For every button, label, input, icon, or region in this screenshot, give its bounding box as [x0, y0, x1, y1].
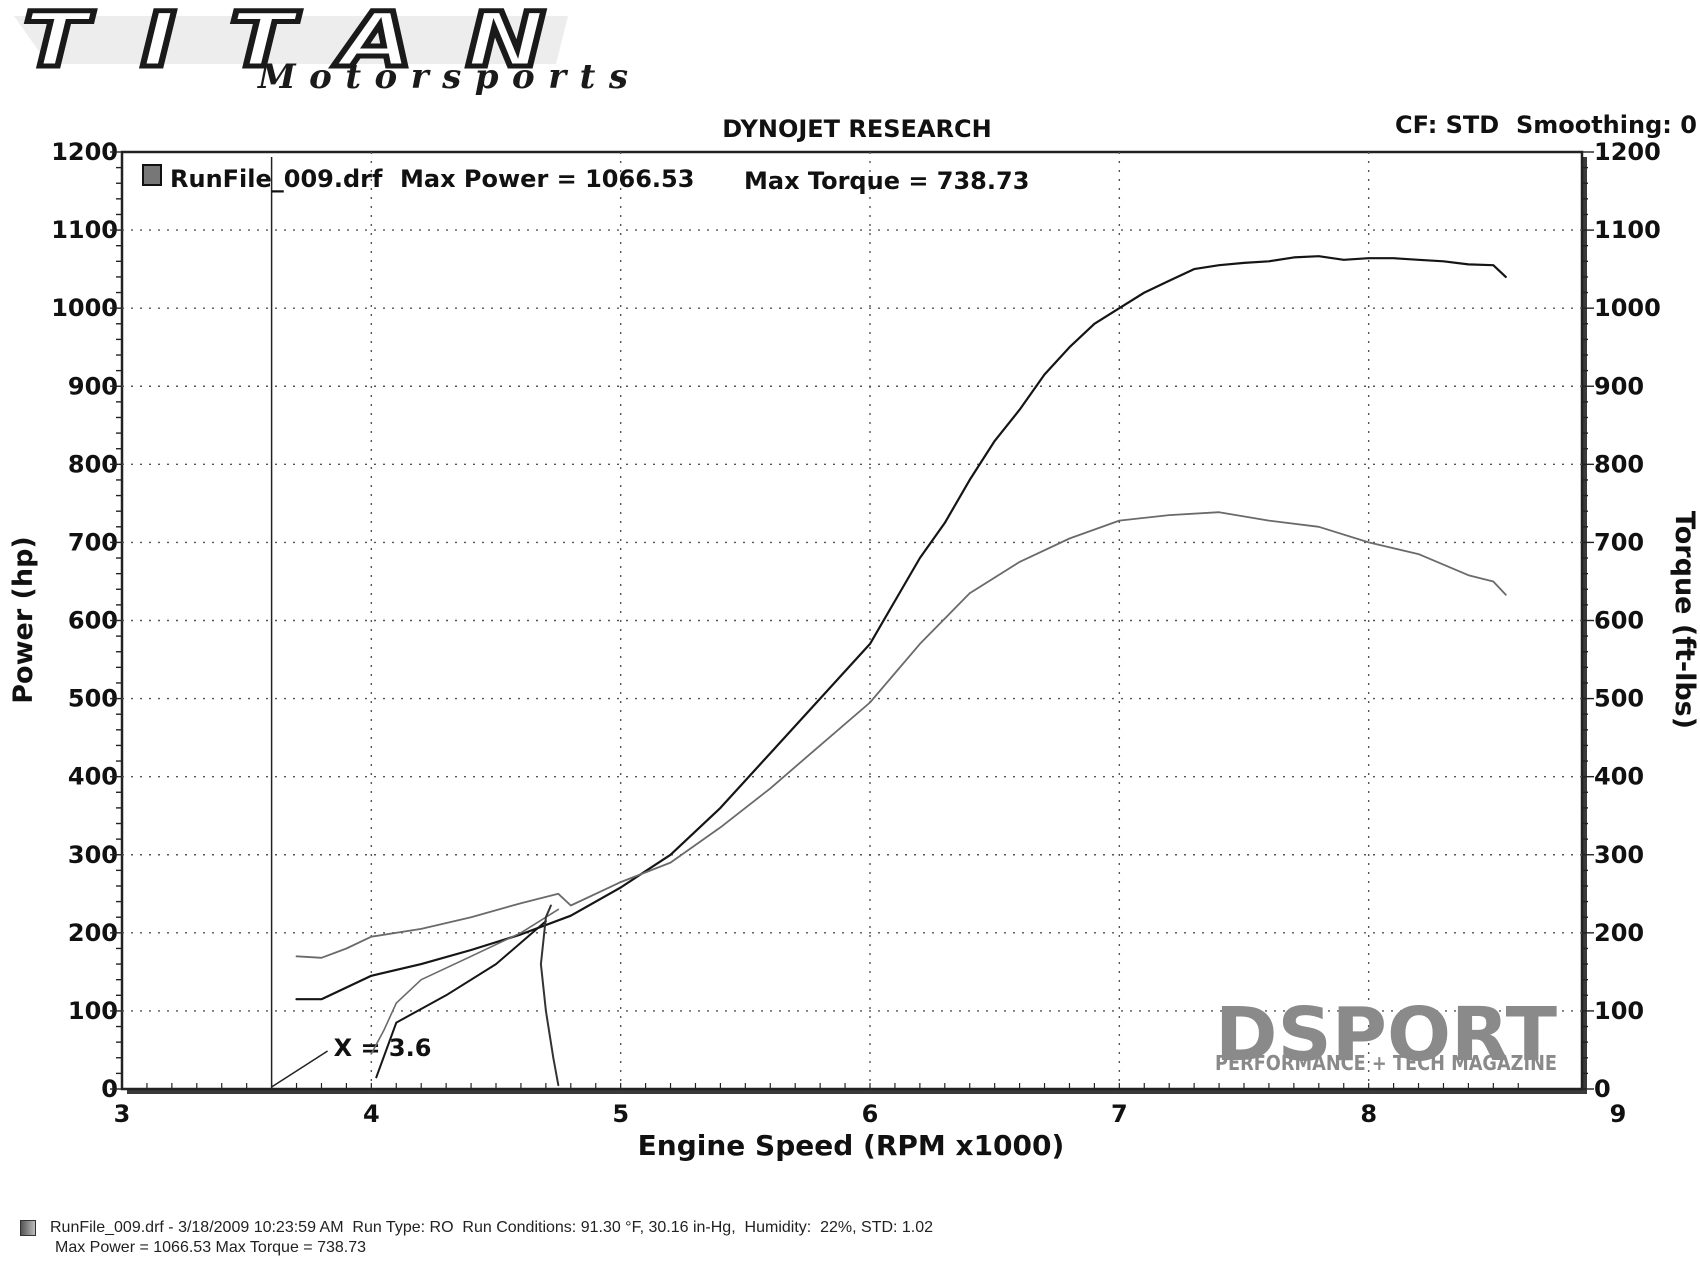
y2-tick-label: 0	[1594, 1075, 1611, 1103]
power-launch-trace	[375, 920, 547, 1079]
x-axis-ticks: 3 4 5 6 7 8 9	[114, 1083, 1627, 1128]
legend-max-torque: Max Torque = 738.73	[744, 167, 1029, 195]
y-tick-label: 1100	[51, 216, 118, 244]
cursor-pointer	[271, 1050, 329, 1088]
dsport-watermark: DSPORT PERFORMANCE + TECH MAGAZINE	[1215, 992, 1558, 1078]
y2-tick-label: 600	[1594, 607, 1644, 635]
x-tick-label: 3	[114, 1100, 131, 1128]
x-tick-label: 7	[1111, 1100, 1128, 1128]
x-tick-label: 9	[1610, 1100, 1627, 1128]
y2-tick-label: 1200	[1594, 138, 1661, 166]
y-tick-label: 500	[68, 685, 118, 713]
data-series	[295, 255, 1507, 1087]
y-tick-label: 800	[68, 450, 118, 478]
dsport-wordmark: DSPORT	[1215, 992, 1558, 1078]
legend-run-file: RunFile_009.drf	[170, 165, 383, 193]
y-tick-label: 1000	[51, 294, 118, 322]
y-tick-label: 600	[68, 607, 118, 635]
y-tick-label: 200	[68, 919, 118, 947]
x-tick-label: 6	[862, 1100, 879, 1128]
y2-tick-label: 500	[1594, 685, 1644, 713]
run-conditions: Run Conditions: 91.30 °F, 30.16 in-Hg,	[462, 1219, 736, 1236]
grid-lines	[122, 152, 1582, 1089]
titan-motorsports-logo: TITAN Motorsports	[14, 4, 628, 96]
y2-tick-label: 100	[1594, 997, 1644, 1025]
legend-swatch	[142, 164, 162, 186]
run-summary-line-1: RunFile_009.drf - 3/18/2009 10:23:59 AM …	[20, 1218, 933, 1238]
cursor-label: X = 3.6	[334, 1034, 432, 1062]
run-swatch	[20, 1220, 36, 1236]
x-tick-label: 5	[612, 1100, 629, 1128]
y2-tick-label: 700	[1594, 528, 1644, 556]
run-summary-line-2: Max Power = 1066.53 Max Torque = 738.73	[55, 1238, 933, 1258]
x-tick-label: 4	[363, 1100, 380, 1128]
y-axis-title: Power (hp)	[8, 536, 39, 704]
y2-axis-title: Torque (ft-lbs)	[1669, 511, 1700, 729]
y2-tick-label: 400	[1594, 763, 1644, 791]
y-tick-label: 700	[68, 528, 118, 556]
x-tick-label: 8	[1360, 1100, 1377, 1128]
run-file-info: RunFile_009.drf - 3/18/2009 10:23:59 AM	[50, 1219, 344, 1236]
y2-tick-label: 300	[1594, 841, 1644, 869]
chart-title: DYNOJET RESEARCH	[722, 115, 991, 143]
y-tick-label: 1200	[51, 138, 118, 166]
right-axis-ticks: 0 100 200 300 400 500 600 700 800 900 1000 1100 1200	[1582, 138, 1661, 1103]
legend: RunFile_009.drf Max Power = 1066.53 Max …	[142, 164, 1029, 195]
y-tick-label: 0	[101, 1075, 118, 1103]
y2-tick-label: 200	[1594, 919, 1644, 947]
left-axis-ticks: 0 100 200 300 400 500 600 700 800 900 1000 1100 1200	[51, 138, 122, 1103]
chart-settings: CF: STD Smoothing: 0	[1395, 111, 1697, 139]
torque-curve	[295, 511, 1507, 959]
legend-max-power: Max Power = 1066.53	[400, 165, 694, 193]
run-type: Run Type: RO	[352, 1219, 454, 1236]
y2-tick-label: 900	[1594, 372, 1644, 400]
shift-trace	[539, 904, 560, 1087]
y-tick-label: 900	[68, 372, 118, 400]
y2-tick-label: 1000	[1594, 294, 1661, 322]
run-summary: RunFile_009.drf - 3/18/2009 10:23:59 AM …	[20, 1218, 933, 1258]
run-humidity: Humidity: 22%, STD: 1.02	[744, 1219, 934, 1236]
y-tick-label: 300	[68, 841, 118, 869]
torque-launch-trace	[370, 908, 560, 1055]
y-tick-label: 400	[68, 763, 118, 791]
y2-tick-label: 1100	[1594, 216, 1661, 244]
y-tick-label: 100	[68, 997, 118, 1025]
dsport-tagline: PERFORMANCE + TECH MAGAZINE	[1215, 1051, 1557, 1075]
x-axis-title: Engine Speed (RPM x1000)	[638, 1129, 1065, 1162]
y2-tick-label: 800	[1594, 450, 1644, 478]
run-max-values: Max Power = 1066.53 Max Torque = 738.73	[55, 1239, 367, 1256]
